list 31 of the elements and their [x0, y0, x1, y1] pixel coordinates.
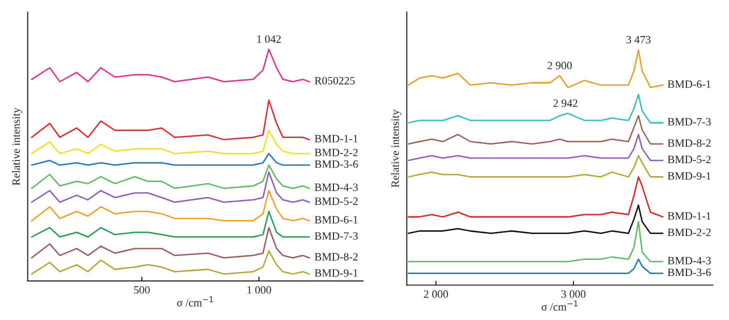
x-axis-title: σ /cm$^{−1}$	[542, 300, 578, 311]
x-tick-label: 500	[134, 286, 150, 294]
series-label: BMD-6-1	[668, 80, 711, 88]
annotation: 3 473	[626, 36, 651, 44]
series-label: BMD-9-1	[314, 269, 358, 277]
x-tick-label: 3 000	[561, 290, 586, 298]
x-axis-title: σ /cm$^{−1}$	[177, 296, 213, 306]
series-label: BMD-5-2	[668, 156, 711, 164]
series-label: BMD-4-3	[668, 256, 711, 264]
annotation: 1 042	[257, 35, 281, 43]
y-axis-title: Relative intensity	[391, 110, 402, 188]
series-label: BMD-1-1	[314, 134, 358, 142]
series-label: BMD-5-2	[314, 197, 358, 205]
series-label: BMD-8-2	[668, 139, 711, 147]
series-label: BMD-6-1	[314, 216, 358, 224]
series-label: BMD-4-3	[314, 184, 358, 192]
annotation: 2 900	[548, 62, 572, 70]
y-axis-title: Relative intensity	[12, 108, 22, 186]
annotation: 2 942	[553, 99, 578, 107]
series-label: BMD-7-3	[314, 232, 358, 240]
series-label: BMD-1-1	[668, 212, 711, 220]
series-label: BMD-3-6	[314, 160, 358, 168]
series-label: BMD-2-2	[314, 148, 358, 156]
series-label: BMD-8-2	[314, 253, 358, 261]
series-label: BMD-2-2	[668, 228, 711, 236]
series-label: R050225	[314, 76, 355, 84]
series-label: BMD-3-6	[668, 268, 711, 276]
series-label: BMD-9-1	[668, 172, 711, 180]
x-tick-label: 2 000	[424, 290, 448, 298]
x-tick-label: 1 000	[247, 286, 272, 294]
series-label: BMD-7-3	[668, 118, 711, 126]
